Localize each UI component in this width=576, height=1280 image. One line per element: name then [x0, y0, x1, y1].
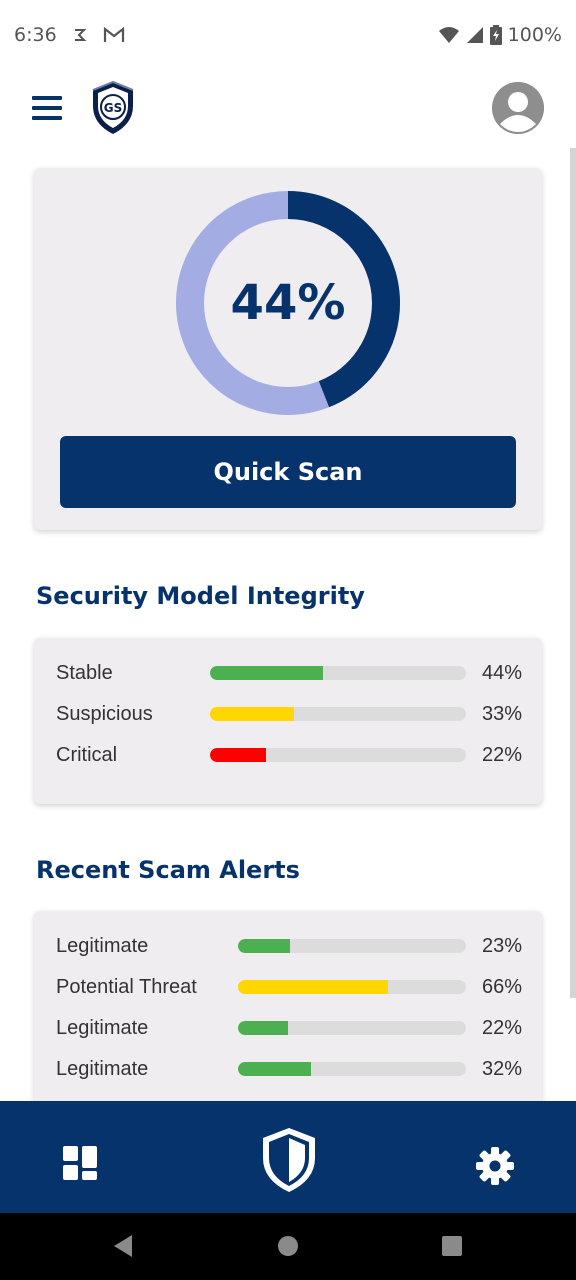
bar-row: Legitimate 32% — [56, 1054, 522, 1084]
bar-track — [238, 939, 466, 953]
bar-label: Legitimate — [56, 1016, 149, 1039]
shield-icon[interactable] — [256, 1123, 322, 1197]
bar-track — [210, 666, 466, 680]
bar-row: Critical 22% — [56, 740, 522, 770]
bar-value: 33% — [481, 702, 522, 725]
scan-progress-donut — [176, 191, 400, 415]
logo-lettering: GS — [104, 101, 123, 115]
bar-value: 22% — [481, 743, 522, 766]
system-nav-bar — [0, 1213, 576, 1280]
bar-fill — [238, 1021, 289, 1035]
gear-icon[interactable] — [474, 1145, 516, 1187]
bar-row: Potential Threat 66% — [56, 972, 522, 1002]
alerts-card: Legitimate 23% Potential Threat 66% Legitima… — [34, 911, 542, 1111]
integrity-card: Stable 44% Suspicious 33% Critical 22% — [34, 638, 542, 804]
status-time: 6:36 — [14, 24, 57, 46]
signal-icon — [466, 26, 484, 44]
wifi-icon — [438, 26, 460, 44]
scan-percent: 44% — [230, 275, 346, 331]
bar-track — [238, 980, 466, 994]
bar-fill — [238, 980, 389, 994]
bar-fill — [238, 1062, 311, 1076]
bar-value: 66% — [481, 975, 522, 998]
hamburger-menu-icon[interactable] — [32, 96, 62, 120]
bar-label: Critical — [56, 743, 118, 766]
bar-value: 32% — [481, 1057, 522, 1080]
bar-track — [210, 748, 466, 762]
bar-row: Legitimate 23% — [56, 931, 522, 961]
header-left: GS — [32, 80, 136, 136]
bar-row: Legitimate 22% — [56, 1013, 522, 1043]
bar-fill — [210, 707, 295, 721]
app-header: GS — [0, 70, 576, 146]
avatar[interactable] — [492, 82, 544, 134]
status-left: 6:36 — [14, 24, 125, 46]
app-logo: GS — [90, 80, 136, 136]
bar-label: Stable — [56, 661, 113, 684]
bar-row: Stable 44% — [56, 658, 522, 688]
alerts-title: Recent Scam Alerts — [36, 856, 300, 884]
bar-label: Potential Threat — [56, 975, 197, 998]
bar-fill — [210, 748, 267, 762]
gmail-icon — [103, 27, 125, 43]
home-icon[interactable] — [277, 1233, 299, 1259]
sync-app-icon — [71, 26, 89, 44]
bar-fill — [238, 939, 291, 953]
scan-card: 44% Quick Scan — [34, 168, 542, 530]
bar-label: Legitimate — [56, 1057, 149, 1080]
user-icon — [492, 82, 544, 134]
integrity-title: Security Model Integrity — [36, 582, 365, 610]
bar-value: 22% — [481, 1016, 522, 1039]
battery-percent: 100% — [507, 24, 562, 46]
status-bar: 6:36 100% — [0, 0, 576, 70]
quick-scan-button[interactable]: Quick Scan — [60, 436, 516, 508]
recents-icon[interactable] — [441, 1233, 463, 1259]
bar-label: Legitimate — [56, 934, 149, 957]
status-right: 100% — [438, 24, 562, 46]
dashboard-icon[interactable] — [60, 1143, 102, 1185]
back-icon[interactable] — [112, 1233, 134, 1259]
bar-track — [238, 1062, 466, 1076]
bar-value: 44% — [481, 661, 522, 684]
donut-fill — [176, 191, 400, 415]
bottom-nav — [0, 1101, 576, 1213]
bar-label: Suspicious — [56, 702, 153, 725]
battery-icon — [489, 25, 502, 45]
bar-fill — [210, 666, 323, 680]
bar-value: 23% — [481, 934, 522, 957]
bar-track — [210, 707, 466, 721]
bar-track — [238, 1021, 466, 1035]
bar-row: Suspicious 33% — [56, 699, 522, 729]
scrollbar[interactable] — [570, 148, 576, 998]
